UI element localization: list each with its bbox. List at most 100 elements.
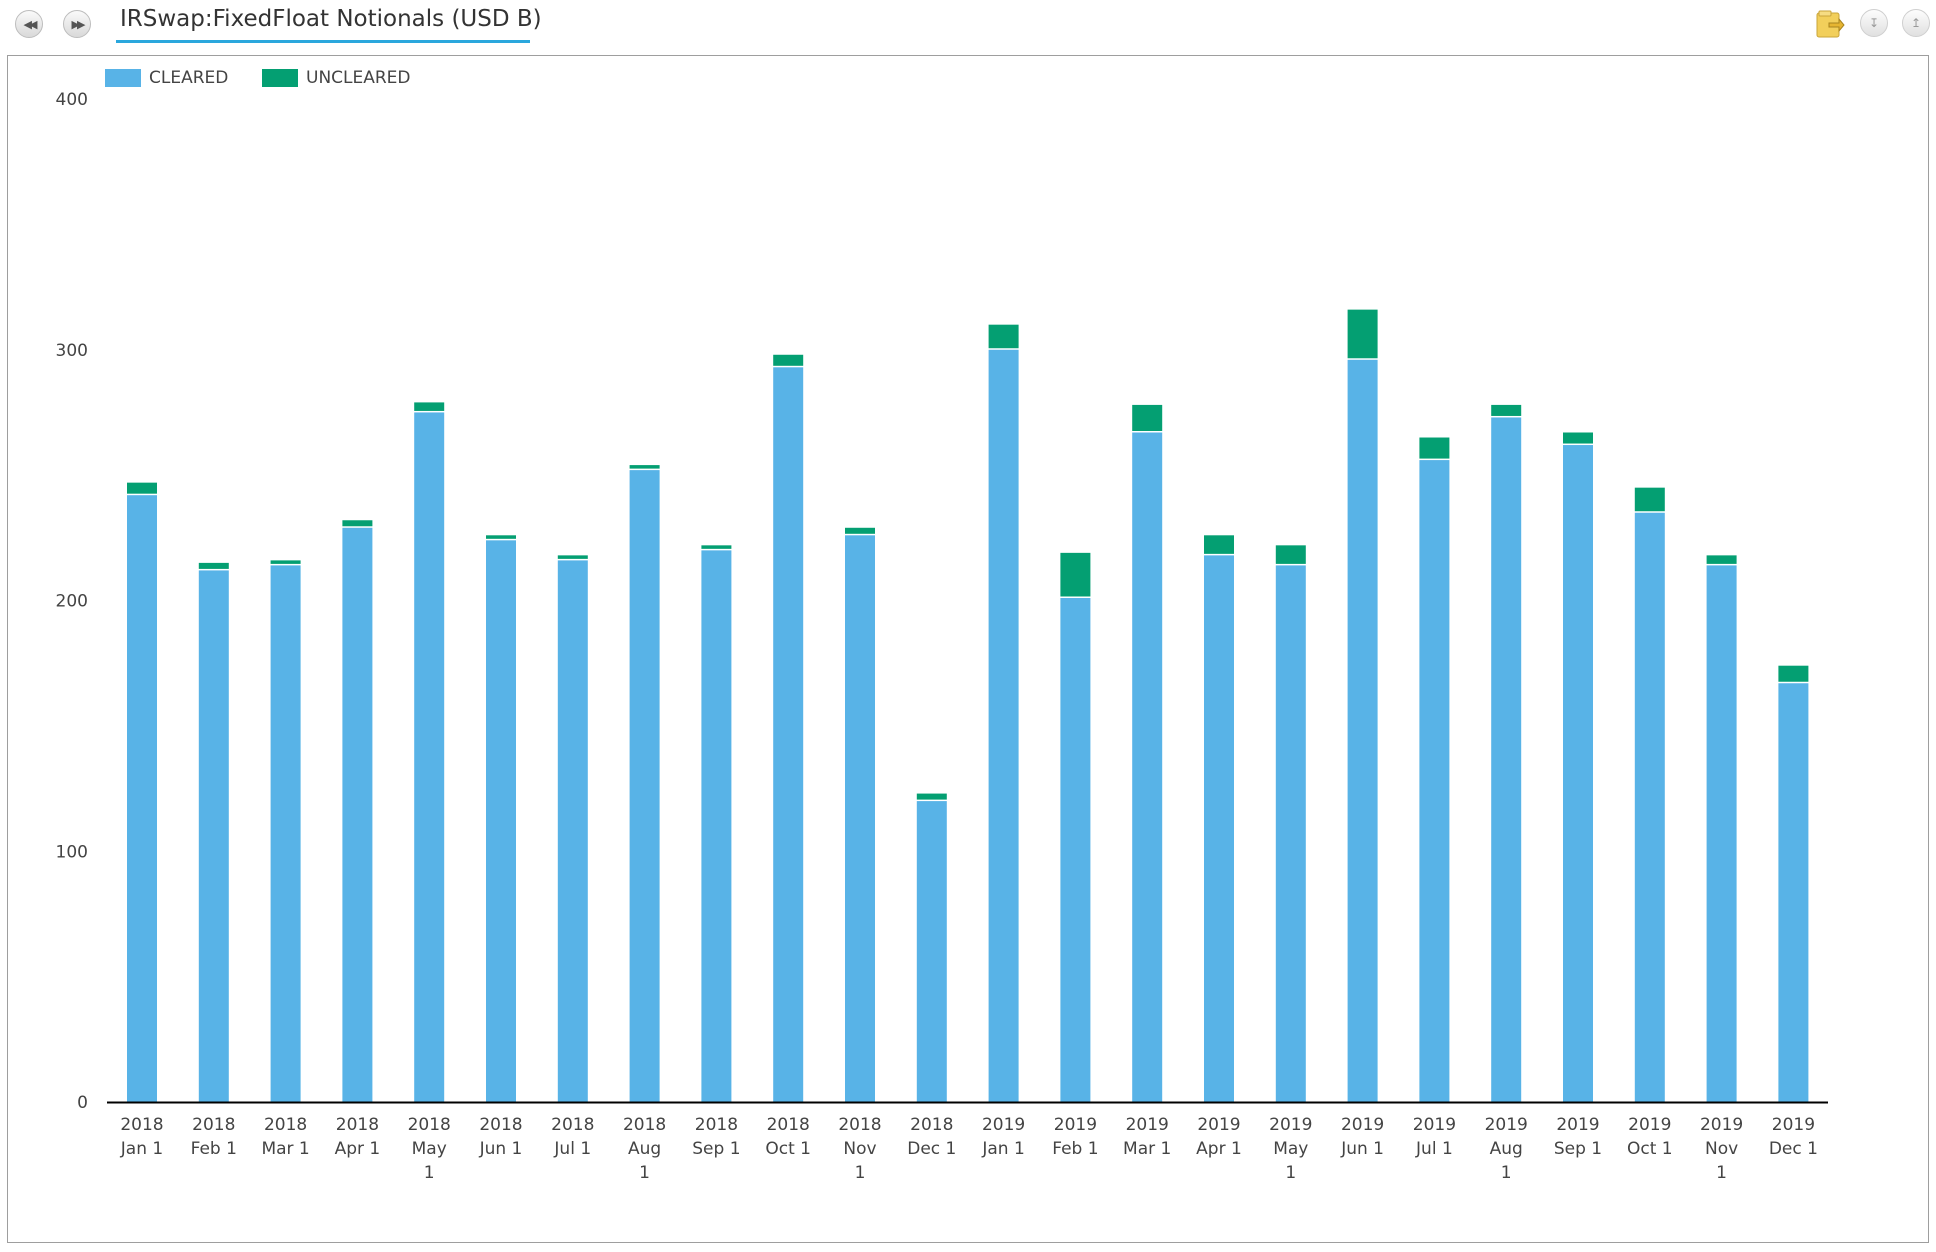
bar-uncleared[interactable] [1132, 404, 1163, 431]
bar-uncleared[interactable] [1347, 309, 1378, 359]
bar-cleared[interactable] [1204, 555, 1234, 1102]
bar-uncleared[interactable] [629, 465, 660, 469]
bar-cleared[interactable] [845, 535, 875, 1102]
x-tick-label: 1 [1285, 1163, 1296, 1183]
x-tick-label: 2018 [695, 1115, 738, 1135]
bar-cleared[interactable] [916, 801, 947, 1102]
x-tick-label: 2018 [551, 1115, 594, 1135]
bar-cleared[interactable] [1347, 359, 1378, 1102]
nav-forward-button[interactable]: ▶▶ [63, 10, 91, 38]
x-tick-label: Nov [843, 1139, 876, 1159]
bar-cleared[interactable] [486, 540, 516, 1102]
bar-uncleared[interactable] [198, 562, 229, 569]
x-tick-label: Mar 1 [261, 1139, 309, 1159]
x-tick-label: 2018 [623, 1115, 666, 1135]
bar-cleared[interactable] [1419, 460, 1450, 1103]
legend-swatch-uncleared [262, 69, 298, 87]
bar-uncleared[interactable] [773, 354, 804, 366]
x-tick-label: 2018 [910, 1115, 953, 1135]
x-tick-label: Oct 1 [765, 1139, 811, 1159]
bar-uncleared[interactable] [486, 535, 516, 539]
bar-uncleared[interactable] [414, 402, 445, 411]
bar-cleared[interactable] [1563, 445, 1593, 1102]
y-tick-label: 0 [77, 1093, 88, 1113]
x-tick-label: Dec 1 [1769, 1139, 1818, 1159]
x-tick-label: 2018 [120, 1115, 163, 1135]
legend-item-uncleared[interactable]: UNCLEARED [262, 68, 411, 88]
bar-cleared[interactable] [1706, 565, 1737, 1102]
legend-item-cleared[interactable]: CLEARED [105, 68, 228, 88]
x-tick-label: Sep 1 [1554, 1139, 1602, 1159]
x-tick-label: Jun 1 [1340, 1139, 1384, 1159]
x-tick-label: Jun 1 [479, 1139, 523, 1159]
bar-cleared[interactable] [342, 527, 373, 1102]
page-title: IRSwap:FixedFloat Notionals (USD B) [120, 6, 542, 32]
x-tick-label: 2018 [767, 1115, 810, 1135]
bar-cleared[interactable] [1132, 432, 1163, 1102]
bar-uncleared[interactable] [1060, 552, 1091, 597]
x-tick-label: Jan 1 [120, 1139, 163, 1159]
x-tick-label: 1 [1501, 1163, 1512, 1183]
expand-button[interactable]: ↥ [1902, 9, 1930, 37]
x-tick-label: 2018 [264, 1115, 307, 1135]
bar-cleared[interactable] [629, 470, 660, 1102]
bar-uncleared[interactable] [988, 324, 1019, 349]
chevron-double-down-icon: ↧ [1868, 16, 1880, 30]
bar-cleared[interactable] [988, 349, 1019, 1102]
x-tick-label: 2018 [192, 1115, 235, 1135]
bar-cleared[interactable] [1275, 565, 1306, 1102]
bar-cleared[interactable] [1778, 683, 1809, 1102]
bar-cleared[interactable] [557, 560, 588, 1102]
bar-cleared[interactable] [198, 570, 229, 1102]
fast-forward-icon: ▶▶ [71, 17, 86, 31]
bar-uncleared[interactable] [1204, 535, 1234, 554]
bar-cleared[interactable] [773, 367, 804, 1102]
bar-cleared[interactable] [1491, 417, 1522, 1102]
window-header: ◀◀ ▶▶ IRSwap:FixedFloat Notionals (USD B… [0, 0, 1936, 52]
bar-uncleared[interactable] [1563, 432, 1593, 444]
bar-uncleared[interactable] [1706, 555, 1737, 564]
rewind-icon: ◀◀ [23, 17, 38, 31]
x-tick-label: 2019 [1772, 1115, 1815, 1135]
x-tick-label: 2018 [838, 1115, 881, 1135]
bar-uncleared[interactable] [270, 560, 301, 564]
bar-cleared[interactable] [270, 565, 301, 1102]
x-tick-label: 2019 [1054, 1115, 1097, 1135]
legend-label-uncleared: UNCLEARED [306, 68, 411, 88]
legend-label-cleared: CLEARED [149, 68, 229, 88]
x-tick-label: Aug [1490, 1139, 1523, 1159]
x-tick-label: 2018 [336, 1115, 379, 1135]
bar-uncleared[interactable] [1491, 404, 1522, 416]
bar-uncleared[interactable] [1275, 545, 1306, 564]
x-tick-label: 2018 [479, 1115, 522, 1135]
x-tick-label: 2019 [1628, 1115, 1671, 1135]
x-tick-label: Apr 1 [335, 1139, 381, 1159]
export-button[interactable] [1815, 9, 1845, 39]
x-tick-label: Sep 1 [692, 1139, 740, 1159]
x-tick-label: Dec 1 [907, 1139, 956, 1159]
y-tick-label: 200 [56, 592, 88, 612]
bar-cleared[interactable] [1634, 512, 1665, 1102]
nav-back-button[interactable]: ◀◀ [15, 10, 43, 38]
x-tick-label: 2019 [1341, 1115, 1384, 1135]
x-tick-label: Apr 1 [1196, 1139, 1242, 1159]
folder-export-icon [1816, 10, 1845, 38]
bar-uncleared[interactable] [845, 527, 875, 534]
x-tick-label: Jul 1 [553, 1139, 591, 1159]
bar-cleared[interactable] [127, 495, 157, 1102]
x-tick-label: 2019 [1413, 1115, 1456, 1135]
bar-uncleared[interactable] [127, 482, 157, 494]
bar-uncleared[interactable] [342, 520, 373, 527]
bar-cleared[interactable] [1060, 597, 1091, 1102]
bar-uncleared[interactable] [1778, 665, 1809, 682]
bar-cleared[interactable] [701, 550, 732, 1102]
bar-uncleared[interactable] [1419, 437, 1450, 459]
bar-uncleared[interactable] [916, 793, 947, 800]
x-tick-label: Feb 1 [1052, 1139, 1098, 1159]
bar-uncleared[interactable] [557, 555, 588, 559]
collapse-button[interactable]: ↧ [1860, 9, 1888, 37]
bar-cleared[interactable] [414, 412, 445, 1102]
bar-uncleared[interactable] [701, 545, 732, 549]
bar-uncleared[interactable] [1634, 487, 1665, 512]
